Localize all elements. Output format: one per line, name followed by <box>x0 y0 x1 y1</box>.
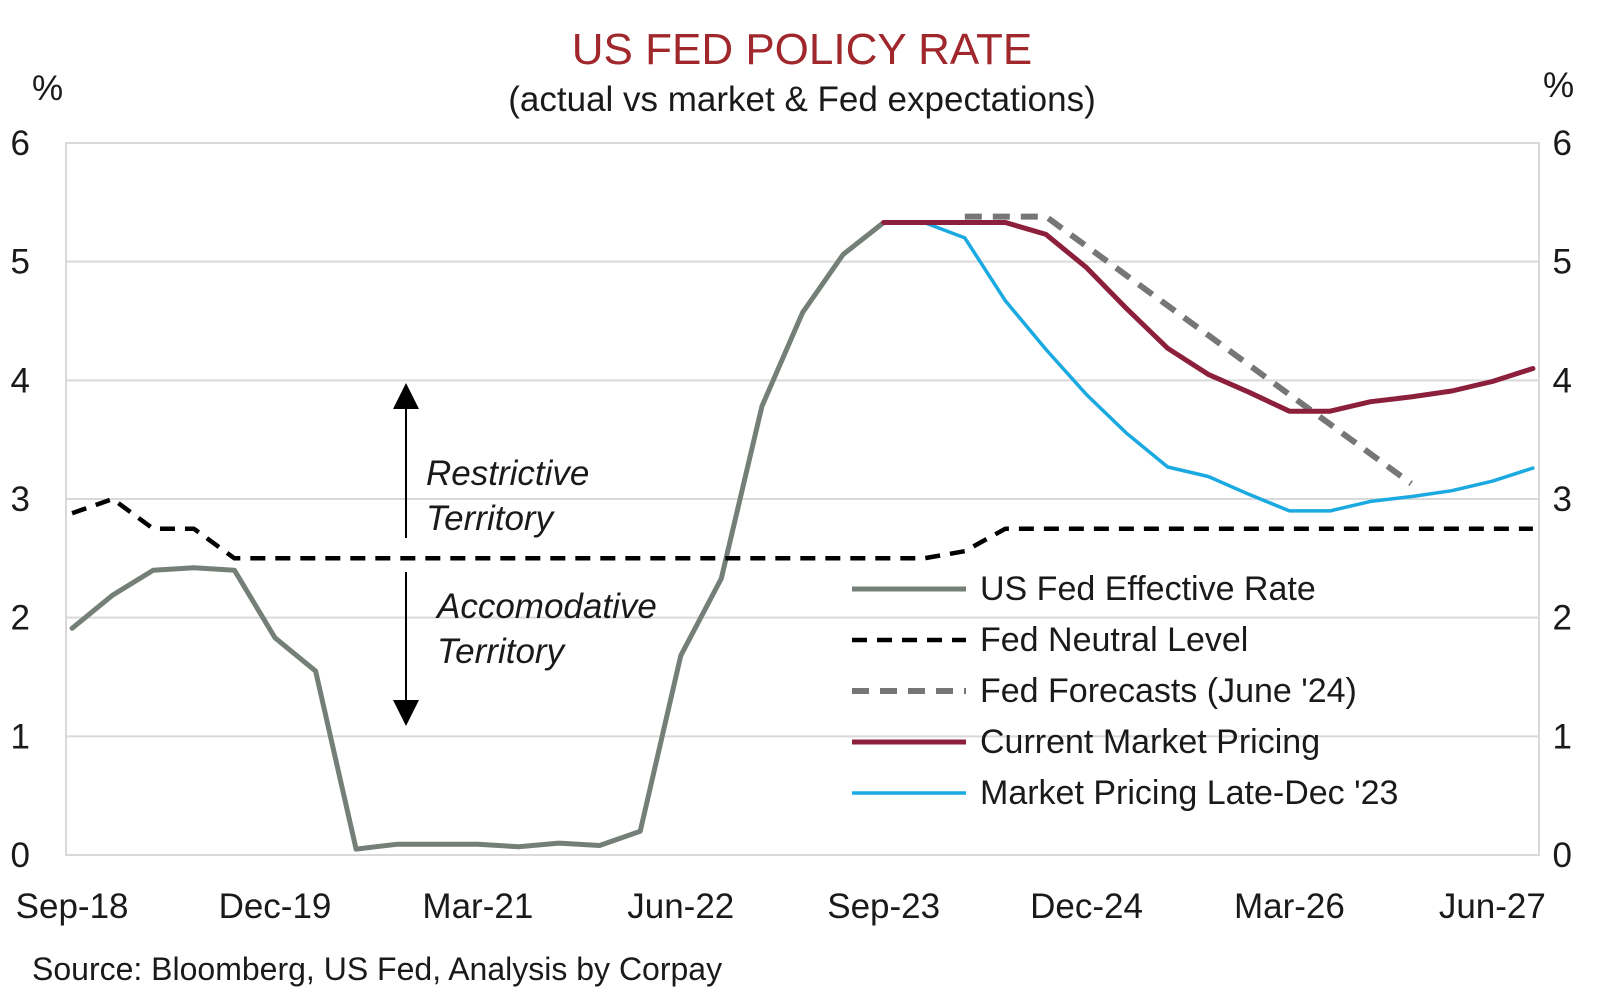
y-tick-left-6: 6 <box>11 124 30 163</box>
y-tick-left-5: 5 <box>11 243 30 282</box>
restrictive-arrowhead <box>393 383 419 409</box>
y-tick-right-4: 4 <box>1553 361 1572 400</box>
x-tick-sep-23: Sep-23 <box>827 887 940 926</box>
x-tick-dec-19: Dec-19 <box>219 887 332 926</box>
y-tick-right-3: 3 <box>1553 480 1572 519</box>
y-tick-left-1: 1 <box>11 717 30 756</box>
legend-label-3: Current Market Pricing <box>980 723 1320 761</box>
x-tick-dec-24: Dec-24 <box>1030 887 1143 926</box>
y-tick-right-1: 1 <box>1553 717 1572 756</box>
accomodative-label-line-1: Accomodative <box>435 587 657 626</box>
restrictive-annotation: Restrictive Territory <box>393 383 589 538</box>
y-axis-right: 0 1 2 3 4 5 6 <box>1553 124 1572 875</box>
source-note: Source: Bloomberg, US Fed, Analysis by C… <box>32 951 722 987</box>
y-tick-right-2: 2 <box>1553 599 1572 638</box>
y-tick-left-4: 4 <box>11 361 30 400</box>
series-line-current-market-pricing <box>881 220 1536 414</box>
y-tick-left-0: 0 <box>11 836 30 875</box>
legend-label-2: Fed Forecasts (June '24) <box>980 672 1357 710</box>
y-axis-left: 0 1 2 3 4 5 6 <box>11 124 30 875</box>
series-line-market-pricing-late-dec-23 <box>881 220 1535 513</box>
plot-area-frame <box>65 142 1540 856</box>
y-tick-left-3: 3 <box>11 480 30 519</box>
series-line-fed-neutral-level <box>71 496 1533 561</box>
x-axis: Sep-18 Dec-19 Mar-21 Jun-22 Sep-23 Dec-24 Mar-… <box>16 887 1546 926</box>
legend-label-1: Fed Neutral Level <box>980 621 1248 659</box>
series-line-us-fed-effective-rate <box>69 220 968 852</box>
chart-title: US FED POLICY RATE <box>572 25 1032 74</box>
x-tick-mar-26: Mar-26 <box>1234 887 1345 926</box>
accomodative-annotation: Accomodative Territory <box>393 572 657 726</box>
restrictive-label-line-2: Territory <box>426 499 556 538</box>
y-tick-left-2: 2 <box>11 599 30 638</box>
legend-label-0: US Fed Effective Rate <box>980 570 1316 608</box>
y-tick-right-6: 6 <box>1553 124 1572 163</box>
accomodative-label-line-2: Territory <box>437 632 567 671</box>
y-axis-unit-left: % <box>32 69 63 108</box>
series-layer <box>69 213 1536 852</box>
chart-subtitle: (actual vs market & Fed expectations) <box>508 80 1095 119</box>
x-tick-mar-21: Mar-21 <box>422 887 533 926</box>
accomodative-arrowhead <box>393 700 419 726</box>
series-line-fed-forecasts-june-24 <box>964 213 1413 487</box>
restrictive-label-line-1: Restrictive <box>426 454 589 493</box>
x-tick-jun-27: Jun-27 <box>1439 887 1546 926</box>
x-tick-jun-22: Jun-22 <box>627 887 734 926</box>
y-tick-right-5: 5 <box>1553 243 1572 282</box>
y-axis-unit-right: % <box>1543 66 1574 105</box>
legend: US Fed Effective Rate Fed Neutral Level Fe… <box>852 570 1398 812</box>
x-tick-sep-18: Sep-18 <box>16 887 129 926</box>
legend-label-4: Market Pricing Late-Dec '23 <box>980 774 1398 812</box>
y-tick-right-0: 0 <box>1553 836 1572 875</box>
